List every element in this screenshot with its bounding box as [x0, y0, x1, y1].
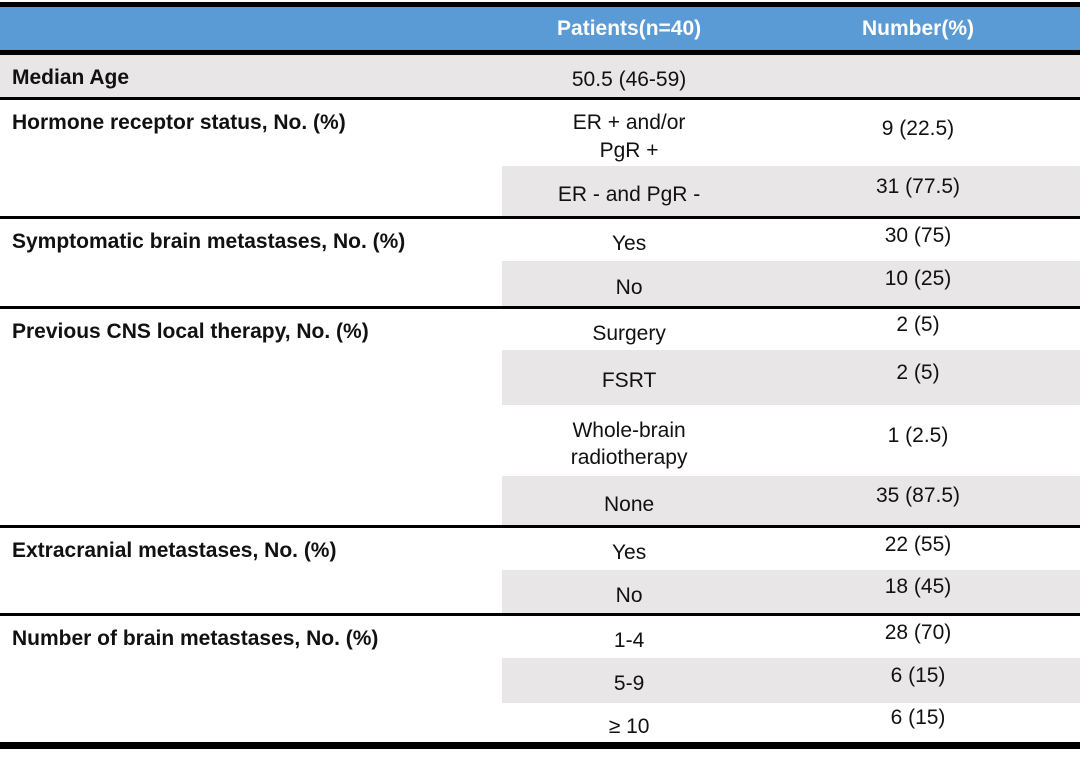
- table-row: Whole-brain radiotherapy 1 (2.5): [0, 405, 1080, 476]
- table-row: ER - and PgR - 31 (77.5): [0, 165, 1080, 218]
- table-row: Extracranial metastases, No. (%) Yes 22 …: [0, 525, 1080, 615]
- row-label-median-age: Median Age: [0, 52, 503, 99]
- table-row: 5-9 6 (15): [0, 657, 1080, 703]
- number-cell: 18 (45): [755, 569, 1080, 615]
- table-row: Symptomatic brain metastases, No. (%) Ye…: [0, 216, 1080, 308]
- patients-cell: Yes: [502, 216, 756, 261]
- table-row: Previous CNS local therapy, No. (%) Surg…: [0, 306, 1080, 527]
- table-row: None 35 (87.5): [0, 475, 1080, 527]
- number-cell: 1 (2.5): [887, 424, 949, 447]
- column-header-number: Number(%): [755, 4, 1080, 55]
- number-cell: 22 (55): [755, 525, 1080, 570]
- patient-characteristics-table: Patients(n=40) Number(%) Median Age 50.5…: [0, 2, 1080, 749]
- patients-cell: 1-4: [502, 613, 756, 658]
- row-label-hormone-receptor-status: Hormone receptor status, No. (%): [0, 97, 503, 218]
- table-row: No 10 (25): [0, 260, 1080, 308]
- table-row: ≥ 10 6 (15): [0, 703, 1080, 746]
- patients-cell: 5-9: [502, 657, 756, 703]
- number-cell: 30 (75): [755, 216, 1080, 261]
- table-row: FSRT 2 (5): [0, 349, 1080, 405]
- row-label-number-of-brain-metastases: Number of brain metastases, No. (%): [0, 613, 503, 746]
- table-row: Hormone receptor status, No. (%) ER + an…: [0, 97, 1080, 218]
- patients-cell: ER - and PgR -: [502, 165, 756, 218]
- number-cell: [755, 52, 1080, 99]
- row-label-symptomatic-brain-metastases: Symptomatic brain metastases, No. (%): [0, 216, 503, 308]
- table-row: Median Age 50.5 (46-59): [0, 52, 1080, 99]
- number-cell: 6 (15): [755, 657, 1080, 703]
- patients-cell: ER + and/or PgR +: [502, 97, 756, 166]
- number-cell: 9 (22.5): [755, 97, 1080, 166]
- table-row: Number of brain metastases, No. (%) 1-4 …: [0, 613, 1080, 746]
- table-row: No 18 (45): [0, 569, 1080, 615]
- patients-cell: 50.5 (46-59): [502, 52, 756, 99]
- number-cell: 2 (5): [755, 306, 1080, 350]
- number-cell: 2 (5): [755, 349, 1080, 405]
- patients-cell: Surgery: [502, 306, 756, 350]
- patients-cell: No: [502, 569, 756, 615]
- number-cell: 35 (87.5): [755, 475, 1080, 527]
- number-cell: 6 (15): [890, 706, 946, 730]
- number-cell: 28 (70): [755, 613, 1080, 658]
- column-header-patients: Patients(n=40): [502, 4, 756, 55]
- patients-cell: ≥ 10: [608, 714, 650, 738]
- number-cell: 31 (77.5): [755, 165, 1080, 218]
- header-row: Patients(n=40) Number(%): [0, 4, 1080, 55]
- row-label-extracranial-metastases: Extracranial metastases, No. (%): [0, 525, 503, 615]
- patients-cell: No: [502, 260, 756, 308]
- column-header-empty: [0, 4, 503, 55]
- patients-cell: Yes: [502, 525, 756, 570]
- patients-cell: Whole-brain radiotherapy: [570, 418, 688, 469]
- row-label-previous-cns-local-therapy: Previous CNS local therapy, No. (%): [0, 306, 503, 527]
- patients-cell: FSRT: [502, 349, 756, 405]
- number-cell: 10 (25): [755, 260, 1080, 308]
- patients-cell: None: [502, 475, 756, 527]
